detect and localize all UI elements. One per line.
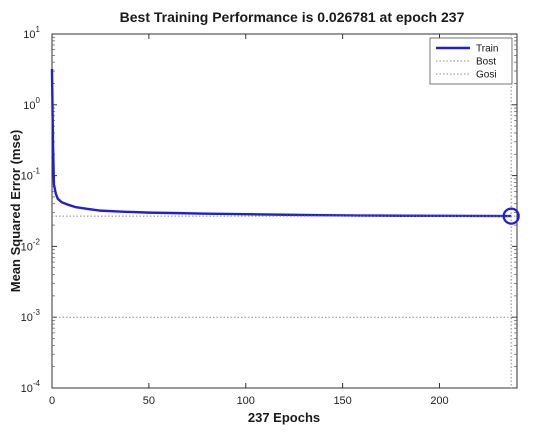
y-tick-base: 10 (21, 241, 33, 253)
y-tick-label: 10-1 (21, 167, 41, 183)
series-layer (50, 34, 520, 388)
x-tick-label: 150 (333, 395, 351, 407)
x-tick-label: 0 (49, 395, 55, 407)
legend-label-bost: Bost (476, 57, 496, 68)
x-axis-ticks: 0 50 100 150 200 (49, 34, 449, 407)
y-tick-exponent: -1 (33, 167, 41, 176)
y-tick-base: 10 (23, 100, 35, 112)
best-point-marker (502, 207, 520, 225)
x-tick-label: 100 (237, 395, 255, 407)
y-tick-base: 10 (21, 312, 33, 324)
legend-label-gosi: Gosi (476, 70, 497, 81)
y-tick-exponent: -3 (33, 308, 41, 317)
y-tick-label: 100 (23, 96, 40, 112)
chart-title: Best Training Performance is 0.026781 at… (120, 9, 465, 25)
y-tick-base: 10 (23, 29, 35, 41)
y-tick-base: 10 (21, 383, 33, 395)
y-tick-label: 10-4 (21, 379, 41, 395)
y-tick-exponent: -4 (33, 379, 41, 388)
y-tick-exponent: 1 (36, 25, 41, 34)
y-tick-label: 10-2 (21, 237, 41, 253)
x-tick-label: 50 (143, 395, 155, 407)
y-tick-exponent: -2 (33, 237, 41, 246)
legend-box (429, 37, 513, 85)
x-tick-label: 200 (430, 395, 448, 407)
legend: Train Bost Gosi (429, 37, 513, 85)
y-tick-label: 101 (23, 25, 40, 41)
y-tick-label: 10-3 (21, 308, 41, 324)
y-axis-label: Mean Squared Error (mse) (8, 130, 23, 293)
legend-label-train: Train (476, 44, 498, 55)
y-tick-exponent: 0 (36, 96, 41, 105)
x-axis-label: 237 Epochs (248, 410, 320, 425)
y-tick-base: 10 (21, 171, 33, 183)
